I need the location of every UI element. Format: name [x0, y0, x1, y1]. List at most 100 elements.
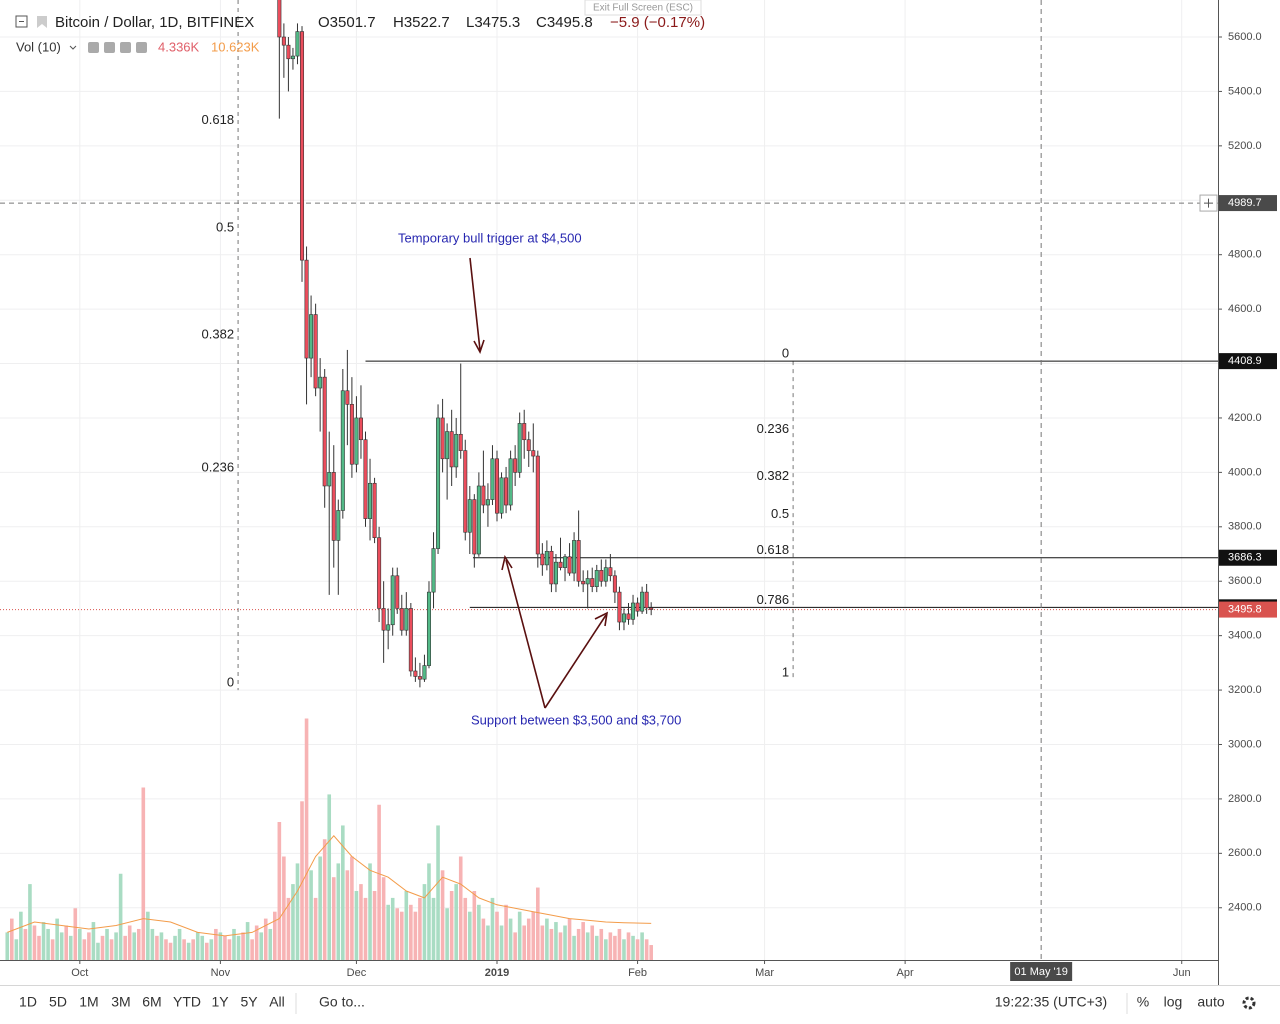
- volume-bar: [445, 908, 449, 960]
- candle-body: [422, 665, 427, 680]
- candle-body: [612, 575, 617, 593]
- candle-body: [336, 510, 341, 541]
- candle-body: [467, 499, 472, 533]
- settings-gear[interactable]: [1242, 996, 1256, 1010]
- x-tick-label: Jun: [1173, 967, 1191, 979]
- volume-bar: [554, 922, 558, 960]
- range-button[interactable]: 1D: [19, 994, 37, 1010]
- volume-title[interactable]: Vol (10): [16, 39, 61, 54]
- candle-body: [358, 417, 363, 441]
- candle-body: [349, 404, 354, 465]
- collapse-icon[interactable]: [15, 15, 28, 28]
- candle-body: [417, 676, 422, 680]
- candle-body: [290, 55, 295, 60]
- arrow: [505, 559, 546, 709]
- volume-bar: [604, 939, 608, 960]
- candle-body: [331, 472, 336, 541]
- symbol-icon: [37, 16, 47, 28]
- settings-icon[interactable]: [104, 42, 115, 53]
- candle-body: [635, 602, 640, 612]
- volume-value: 4.336K: [158, 39, 200, 54]
- candle-body: [499, 477, 504, 514]
- range-button[interactable]: 5Y: [240, 994, 258, 1010]
- volume-bar: [531, 911, 536, 960]
- volume-bar: [263, 918, 268, 960]
- volume-bar: [536, 887, 540, 960]
- volume-bar: [418, 897, 422, 960]
- volume-bar: [250, 939, 254, 960]
- candle-body: [513, 458, 518, 473]
- arrows: [469, 257, 609, 709]
- volume-bar: [318, 856, 322, 960]
- range-button[interactable]: All: [269, 994, 285, 1010]
- volume-bar: [10, 918, 14, 960]
- y-tick-label: 4000.0: [1228, 466, 1262, 478]
- volume-bar: [78, 928, 82, 960]
- dropdown-icon[interactable]: [69, 45, 77, 50]
- volume-bar: [195, 932, 200, 960]
- y-tick-label: 5200.0: [1228, 140, 1262, 152]
- range-button[interactable]: 1M: [79, 994, 98, 1010]
- volume-bar: [395, 908, 400, 960]
- volume-bar: [14, 939, 19, 960]
- candle-body: [386, 624, 391, 631]
- volume-bar: [177, 928, 182, 960]
- volume-bar: [404, 891, 409, 960]
- exit-box[interactable]: [584, 0, 702, 16]
- volume-bar: [567, 918, 572, 960]
- range-button[interactable]: 3M: [111, 994, 130, 1010]
- volume-bar: [55, 918, 59, 960]
- volume-bar: [41, 922, 46, 960]
- price-tag-label: 4989.7: [1228, 197, 1262, 209]
- volume-bar: [635, 939, 640, 960]
- candle-body: [440, 417, 445, 460]
- volume-bar: [640, 932, 644, 960]
- candle-body: [426, 591, 431, 666]
- toolbar: 1D 5D 1M 3M 6M YTD 1Y 5Y All: [19, 994, 285, 1010]
- volume-bar: [204, 942, 209, 960]
- volume-bar: [413, 911, 418, 960]
- volume-bar: [223, 935, 227, 960]
- y-tick-label: 5400.0: [1228, 85, 1262, 97]
- log-toggle[interactable]: log: [1164, 994, 1183, 1010]
- goto-button[interactable]: Go to...: [319, 994, 365, 1010]
- fib-label: 0.5: [216, 219, 234, 234]
- fib-label: 0.618: [202, 112, 235, 127]
- auto-toggle[interactable]: auto: [1197, 994, 1224, 1010]
- range-button[interactable]: 6M: [142, 994, 161, 1010]
- volume-bar: [608, 932, 613, 960]
- volume-bar: [422, 884, 427, 960]
- candle-body: [594, 570, 599, 587]
- remove-icon[interactable]: [136, 42, 147, 53]
- volume-bar: [150, 928, 155, 960]
- volume-bar: [581, 922, 585, 960]
- price-tag-label: 3495.8: [1228, 603, 1262, 615]
- candle-body: [345, 390, 350, 405]
- volume-bar: [558, 932, 563, 960]
- volume-bar: [390, 897, 395, 960]
- eye-icon[interactable]: [88, 42, 99, 53]
- range-button[interactable]: YTD: [173, 994, 201, 1010]
- range-button[interactable]: 5D: [49, 994, 67, 1010]
- volume-bar: [68, 935, 73, 960]
- x-tick-label: Oct: [71, 967, 88, 979]
- x-tick-label: Dec: [347, 967, 367, 979]
- percent-toggle[interactable]: %: [1137, 994, 1149, 1010]
- volume-bar: [386, 904, 390, 960]
- grid: [0, 0, 1218, 960]
- volume-bar: [50, 939, 55, 960]
- ohlc-high: H3522.7: [393, 14, 450, 31]
- fib-label: 1: [782, 664, 789, 679]
- volume-bar: [173, 935, 177, 960]
- volume-bar: [32, 925, 37, 960]
- add-icon[interactable]: [120, 42, 131, 53]
- candle-body: [581, 580, 586, 585]
- volume-bar: [467, 911, 472, 960]
- range-button[interactable]: 1Y: [211, 994, 229, 1010]
- x-tick-label: 2019: [485, 967, 509, 979]
- exit-hint[interactable]: Exit Full Screen (ESC): [593, 3, 693, 14]
- volume-bar: [164, 939, 168, 960]
- volume-bar: [304, 718, 309, 960]
- y-tick-label: 2600.0: [1228, 847, 1262, 859]
